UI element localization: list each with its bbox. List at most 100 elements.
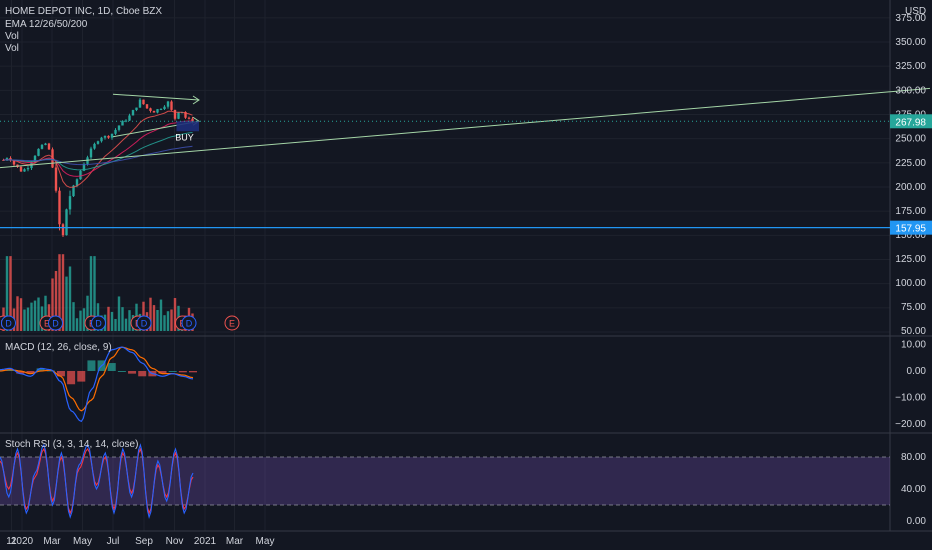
candle-body: [138, 99, 142, 108]
ema-legend: EMA 12/26/50/200: [5, 19, 88, 30]
macd-tick-label: −20.00: [895, 419, 926, 430]
candle-body: [131, 110, 135, 116]
price-overlays: BUY: [0, 87, 931, 229]
trendline-arrowhead: [192, 95, 200, 105]
volume-bar: [156, 309, 159, 331]
macd-signal-line: [0, 346, 194, 412]
candle-body: [117, 125, 121, 130]
candle-body: [68, 196, 72, 210]
volume-tick-label: 150.00: [895, 230, 926, 241]
volume-bar: [5, 256, 9, 331]
volume-bar: [30, 302, 33, 331]
candle-body: [37, 148, 40, 156]
buy-label: BUY: [175, 132, 194, 142]
macd-pane: [0, 346, 197, 423]
candle-body: [5, 158, 9, 160]
macd-histogram-bar: [189, 371, 197, 373]
candle-body: [110, 133, 114, 138]
candle-body: [114, 129, 117, 134]
volume-bar: [58, 254, 61, 331]
volume-bar: [124, 318, 128, 331]
x-tick-label: Nov: [166, 536, 184, 547]
volume-bar: [152, 305, 156, 331]
candle-body: [170, 101, 173, 110]
volume-bar: [23, 309, 26, 331]
price-candles: [2, 97, 194, 238]
dividend-marker: [181, 315, 197, 331]
volume-bar: [33, 300, 37, 331]
macd-histogram-bar: [46, 370, 55, 372]
candle-body: [156, 109, 159, 113]
candle-body: [65, 209, 68, 236]
x-tick-label: May: [73, 536, 92, 547]
candle-body: [44, 143, 47, 145]
volume-bar: [117, 296, 121, 331]
x-tick-label: May: [256, 536, 275, 547]
volume-bars: EDEDEDEDEDE: [0, 254, 240, 331]
volume-bar: [110, 311, 114, 331]
x-tick-label: Mar: [43, 536, 61, 547]
buy-zone: [176, 121, 199, 132]
dividend-marker-label: D: [141, 319, 148, 329]
volume-bar: [114, 318, 117, 331]
x-tick-label: 2021: [194, 536, 217, 547]
volume-bar: [121, 307, 124, 331]
macd-histogram-bar: [87, 360, 96, 371]
volume-tick-label: 50.00: [901, 326, 926, 337]
candle-body: [100, 137, 103, 142]
candle-body: [184, 111, 187, 118]
candle-body: [135, 107, 138, 111]
volume-bar: [65, 276, 68, 331]
candle-body: [79, 170, 82, 180]
dividend-marker-label: D: [5, 319, 12, 329]
volume-bar: [163, 315, 166, 331]
candle-body: [12, 160, 16, 165]
symbol-title: HOME DEPOT INC, 1D, Cboe BZX: [5, 6, 163, 17]
candle-body: [26, 168, 30, 170]
candle-body: [121, 120, 124, 126]
volume-bar: [19, 298, 23, 331]
candle-body: [124, 120, 128, 122]
support-badge-text: 157.95: [895, 224, 926, 235]
volume-tick-label: 125.00: [895, 254, 926, 265]
volume-bar: [128, 310, 131, 331]
x-tick-label: Jul: [107, 536, 120, 547]
volume-bar: [51, 278, 54, 331]
candle-body: [152, 110, 156, 113]
stoch-rsi-legend: Stoch RSI (3, 3, 14, 14, close): [5, 439, 139, 450]
macd-histogram-bar: [36, 368, 45, 371]
volume-bar: [75, 318, 79, 331]
volume-bar: [170, 309, 173, 331]
volume-bar: [86, 295, 89, 331]
candle-body: [149, 108, 152, 111]
upper-channel-line: [112, 93, 200, 101]
price-tick-label: 200.00: [895, 182, 926, 193]
x-tick-label: 2020: [11, 536, 34, 547]
pane-separators: [0, 0, 932, 532]
dividend-marker-label: D: [52, 319, 59, 329]
macd-tick-label: 0.00: [907, 366, 927, 377]
earnings-marker-label: E: [229, 319, 235, 329]
macd-legend: MACD (12, 26, close, 9): [5, 342, 112, 353]
volume-bar: [79, 310, 82, 331]
candle-body: [89, 148, 93, 158]
stoch-band: [0, 457, 890, 505]
candle-body: [93, 143, 96, 149]
volume-bar: [149, 297, 152, 331]
candle-body: [128, 115, 131, 121]
candle-body: [54, 167, 58, 191]
dividend-marker: [1, 315, 16, 331]
macd-histogram-bar: [107, 363, 116, 371]
stoch-k-line: [0, 443, 194, 519]
candle-body: [191, 118, 194, 123]
macd-histogram-bar: [178, 371, 187, 373]
x-tick-label: 11: [6, 536, 17, 547]
macd-histogram-bar: [16, 371, 25, 374]
volume-bar: [173, 298, 177, 331]
stoch-rsi-pane: [0, 443, 890, 519]
candle-body: [103, 135, 107, 138]
volume-bar: [44, 295, 47, 331]
candle-body: [33, 155, 37, 163]
